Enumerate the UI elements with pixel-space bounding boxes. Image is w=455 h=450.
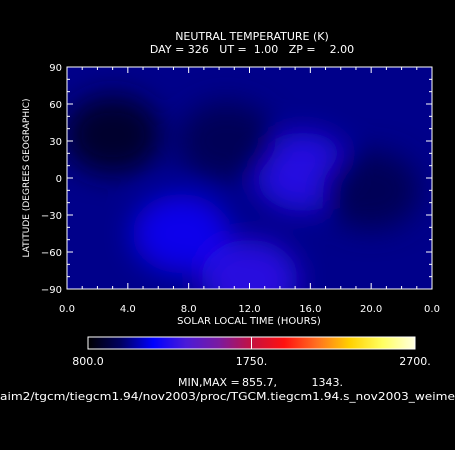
y-axis-label: LATITUDE (DEGREES GEOGRAPHIC) [22, 98, 32, 257]
y-tick-label: 60 [49, 100, 62, 111]
heatmap-feature [200, 239, 299, 289]
heatmap-feature [322, 150, 420, 230]
file-path: aim2/tgcm/tiegcm1.94/nov2003/proc/TGCM.t… [0, 392, 455, 403]
chart-subtitle: DAY = 326 UT = 1.00 ZP = 2.00 [150, 43, 354, 56]
colorbar-label: 1750. [236, 355, 268, 368]
minmax-label: MIN,MAX = [178, 376, 240, 389]
y-tick-label: −90 [41, 285, 62, 296]
colorbar-labels: 800.0 1750. 2700. [72, 337, 431, 368]
max-value: 1343. [312, 376, 344, 389]
y-tick-label: 0 [56, 174, 62, 185]
heatmap-feature [178, 101, 276, 181]
chart-title: NEUTRAL TEMPERATURE (K) [175, 30, 329, 43]
x-tick-label: 0.0 [424, 304, 440, 315]
colorbar-label: 800.0 [72, 355, 104, 368]
x-axis: 0.0 4.0 8.0 12.0 16.0 20.0 0.0 [59, 67, 440, 315]
y-tick-label: −30 [41, 211, 62, 222]
x-tick-label: 8.0 [181, 304, 197, 315]
x-tick-label: 0.0 [59, 304, 75, 315]
heatmap-feature [67, 95, 162, 175]
y-tick-label: 90 [49, 63, 62, 74]
colorbar-label: 2700. [399, 355, 431, 368]
min-value: 855.7, [242, 376, 277, 389]
x-tick-label: 12.0 [238, 304, 260, 315]
x-axis-label: SOLAR LOCAL TIME (HOURS) [177, 316, 321, 327]
x-tick-label: 20.0 [360, 304, 382, 315]
y-axis: −90 −60 −30 0 30 60 90 [41, 63, 432, 296]
heatmap-field [67, 67, 432, 289]
x-tick-label: 16.0 [299, 304, 321, 315]
y-tick-label: −60 [41, 248, 62, 259]
x-tick-label: 4.0 [120, 304, 136, 315]
heatmap-feature [132, 194, 230, 273]
y-tick-label: 30 [49, 137, 62, 148]
